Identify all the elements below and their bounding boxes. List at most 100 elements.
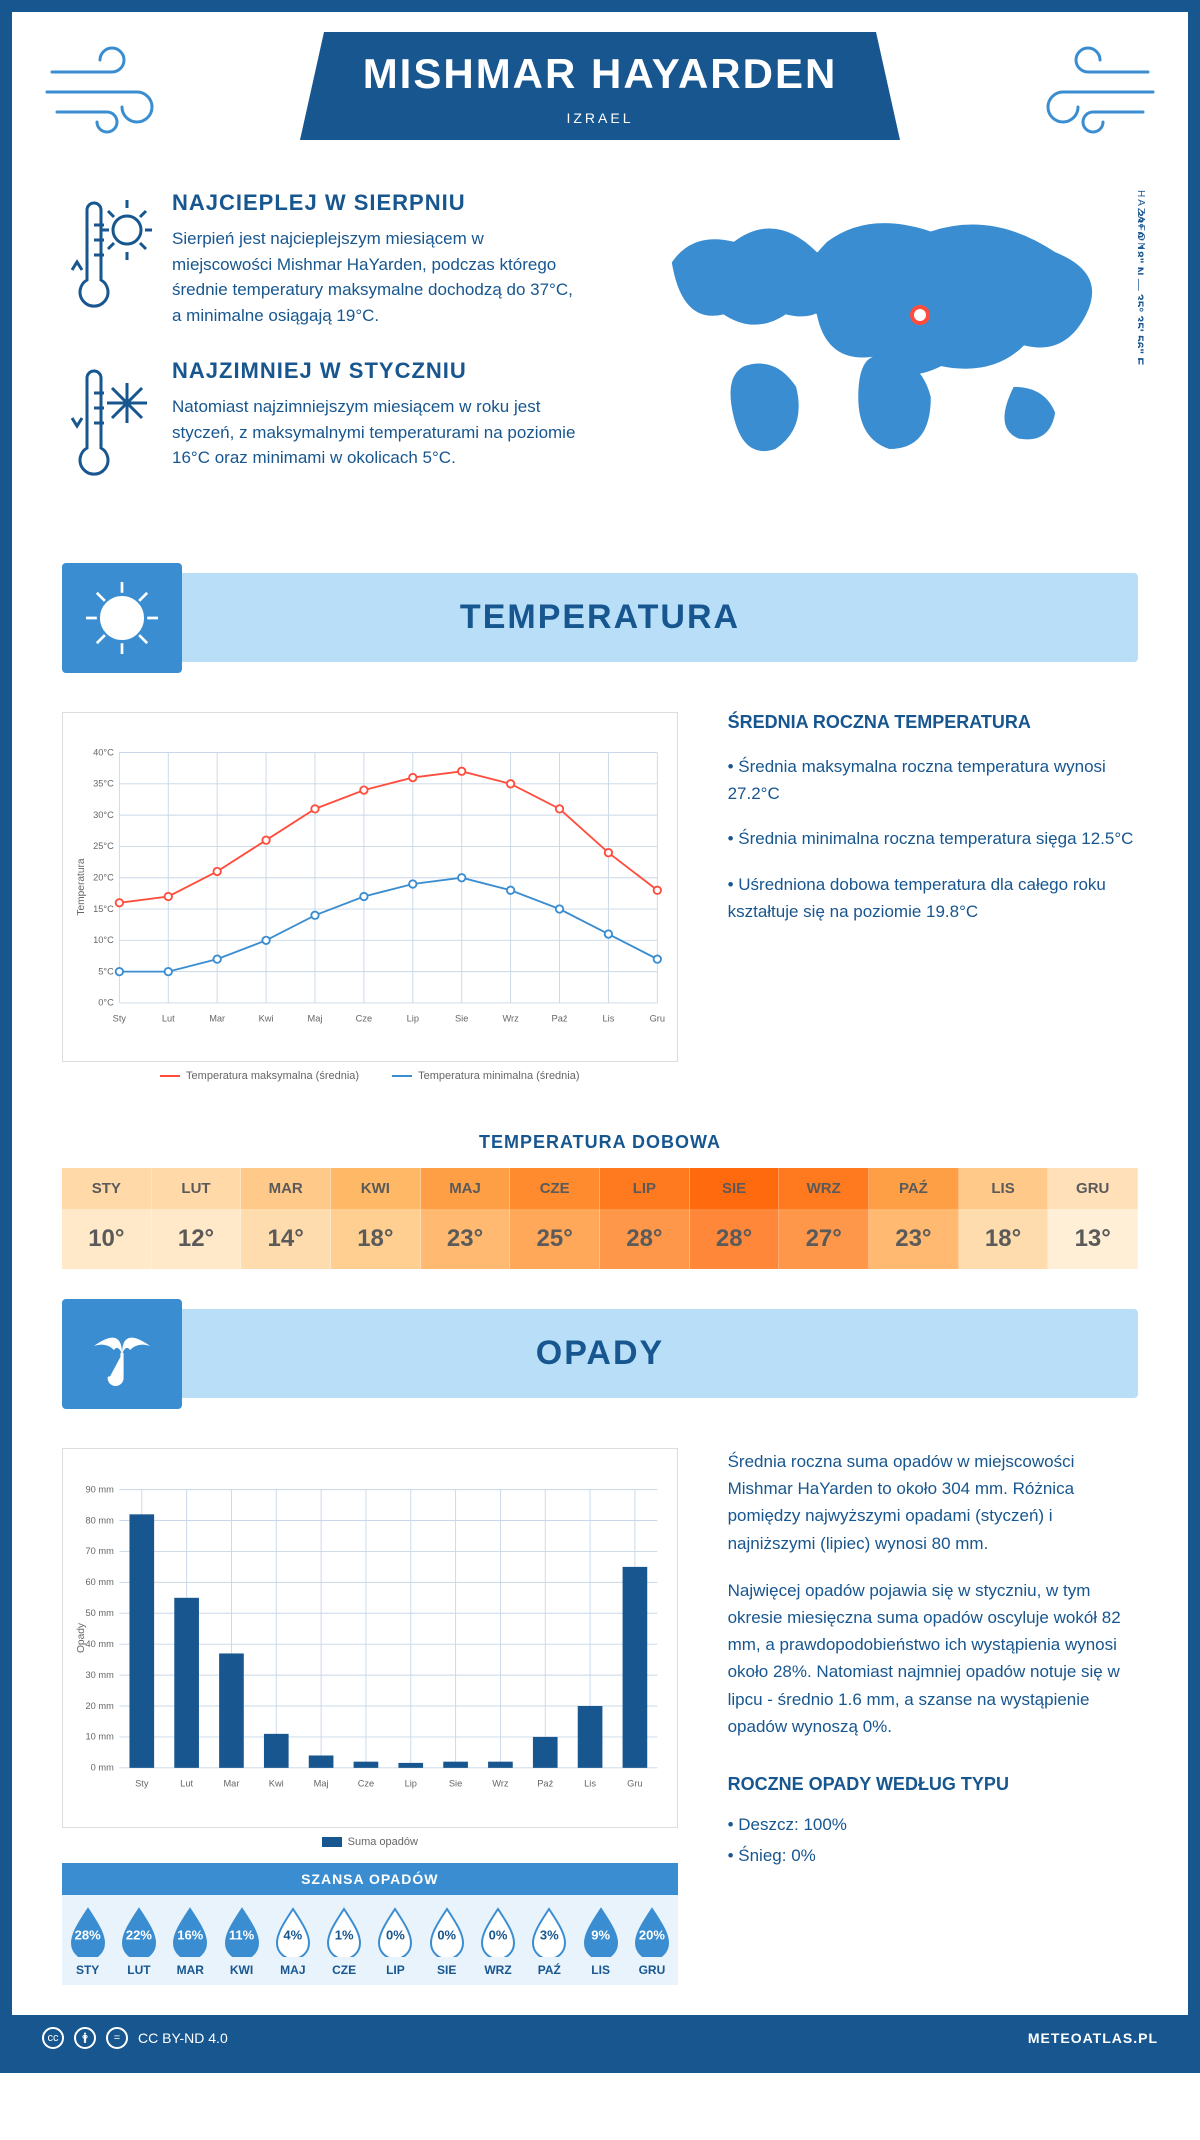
temperature-stats: ŚREDNIA ROCZNA TEMPERATURA • Średnia mak… xyxy=(728,712,1138,1082)
svg-text:0°C: 0°C xyxy=(98,998,114,1008)
daily-temp-cell: LIS18° xyxy=(959,1168,1049,1269)
chance-cell: 4% MAJ xyxy=(267,1907,318,1977)
world-map: HAZAFON 33° 0' 18" N — 35° 35' 56" E xyxy=(620,190,1138,523)
drop-icon: 22% xyxy=(119,1907,159,1957)
wind-icon xyxy=(1018,42,1158,142)
temperature-banner: TEMPERATURA xyxy=(62,573,1138,662)
chart-legend: Temperatura maksymalna (średnia) Tempera… xyxy=(62,1062,678,1082)
svg-text:Lis: Lis xyxy=(584,1778,596,1788)
svg-text:70 mm: 70 mm xyxy=(85,1546,114,1556)
svg-text:Wrz: Wrz xyxy=(502,1013,519,1023)
by-type-item: • Śnieg: 0% xyxy=(728,1842,1138,1869)
temperature-line-chart: 0°C5°C10°C15°C20°C25°C30°C35°C40°CStyLut… xyxy=(62,712,678,1062)
svg-text:Sty: Sty xyxy=(135,1778,149,1788)
svg-text:Mar: Mar xyxy=(223,1778,239,1788)
daily-temp-cell: MAR14° xyxy=(241,1168,331,1269)
wind-icon xyxy=(42,42,182,142)
svg-text:10°C: 10°C xyxy=(93,935,114,945)
svg-text:10 mm: 10 mm xyxy=(85,1732,114,1742)
chance-row: 28% STY 22% LUT 16% MAR 11% KWI 4% MAJ 1… xyxy=(62,1895,678,1985)
site-name: METEOATLAS.PL xyxy=(1028,2030,1158,2046)
chance-cell: 0% LIP xyxy=(370,1907,421,1977)
drop-icon: 16% xyxy=(170,1907,210,1957)
cc-icon: cc xyxy=(42,2027,64,2049)
precip-p1: Średnia roczna suma opadów w miejscowośc… xyxy=(728,1448,1138,1557)
hottest-block: NAJCIEPLEJ W SIERPNIU Sierpień jest najc… xyxy=(62,190,580,328)
stat-bullet: • Uśredniona dobowa temperatura dla całe… xyxy=(728,871,1138,925)
precip-p2: Najwięcej opadów pojawia się w styczniu,… xyxy=(728,1577,1138,1740)
map-marker-icon xyxy=(910,305,930,325)
by-icon: 🛉 xyxy=(74,2027,96,2049)
header: MISHMAR HAYARDEN IZRAEL xyxy=(12,12,1188,170)
svg-text:Kwi: Kwi xyxy=(259,1013,274,1023)
coldest-title: NAJZIMNIEJ W STYCZNIU xyxy=(172,358,580,384)
precip-banner: OPADY xyxy=(62,1309,1138,1398)
precip-text: Średnia roczna suma opadów w miejscowośc… xyxy=(728,1448,1138,1985)
by-type-title: ROCZNE OPADY WEDŁUG TYPU xyxy=(728,1770,1138,1799)
svg-text:Sie: Sie xyxy=(449,1778,462,1788)
daily-temp-cell: STY10° xyxy=(62,1168,152,1269)
svg-text:Kwi: Kwi xyxy=(269,1778,284,1788)
thermometer-sun-icon xyxy=(62,190,152,328)
daily-temp-cell: PAŹ23° xyxy=(869,1168,959,1269)
drop-icon: 0% xyxy=(427,1907,467,1957)
svg-text:50 mm: 50 mm xyxy=(85,1608,114,1618)
svg-text:80 mm: 80 mm xyxy=(85,1515,114,1525)
daily-temp-cell: MAJ23° xyxy=(421,1168,511,1269)
svg-text:30°C: 30°C xyxy=(93,810,114,820)
svg-text:Lut: Lut xyxy=(180,1778,193,1788)
svg-text:Paź: Paź xyxy=(537,1778,553,1788)
daily-temp-cell: LUT12° xyxy=(152,1168,242,1269)
drop-icon: 0% xyxy=(375,1907,415,1957)
svg-text:Lut: Lut xyxy=(162,1013,175,1023)
drop-icon: 20% xyxy=(632,1907,672,1957)
drop-icon: 9% xyxy=(581,1907,621,1957)
drop-icon: 28% xyxy=(68,1907,108,1957)
precip-title: OPADY xyxy=(62,1334,1138,1373)
svg-text:Mar: Mar xyxy=(209,1013,225,1023)
footer: cc 🛉 = CC BY-ND 4.0 METEOATLAS.PL xyxy=(12,2015,1188,2061)
svg-text:15°C: 15°C xyxy=(93,904,114,914)
precip-legend: Suma opadów xyxy=(62,1828,678,1848)
daily-temp-cell: LIP28° xyxy=(600,1168,690,1269)
svg-text:Maj: Maj xyxy=(308,1013,323,1023)
svg-text:30 mm: 30 mm xyxy=(85,1670,114,1680)
chance-cell: 0% SIE xyxy=(421,1907,472,1977)
thermometer-snow-icon xyxy=(62,358,152,493)
daily-temp-cell: SIE28° xyxy=(690,1168,780,1269)
chance-cell: 3% PAŹ xyxy=(524,1907,575,1977)
svg-text:Lip: Lip xyxy=(405,1778,417,1788)
by-type-item: • Deszcz: 100% xyxy=(728,1811,1138,1838)
daily-temp-cell: KWI18° xyxy=(331,1168,421,1269)
chance-cell: 20% GRU xyxy=(626,1907,677,1977)
daily-temp-title: TEMPERATURA DOBOWA xyxy=(12,1112,1188,1168)
svg-text:Opady: Opady xyxy=(76,1622,87,1653)
title-banner: MISHMAR HAYARDEN IZRAEL xyxy=(300,32,900,140)
svg-text:Cze: Cze xyxy=(356,1013,372,1023)
license-text: CC BY-ND 4.0 xyxy=(138,2030,228,2046)
umbrella-icon xyxy=(62,1299,182,1409)
chance-cell: 16% MAR xyxy=(165,1907,216,1977)
svg-text:Lis: Lis xyxy=(602,1013,614,1023)
precip-section: 0 mm10 mm20 mm30 mm40 mm50 mm60 mm70 mm8… xyxy=(12,1418,1188,2015)
svg-text:40 mm: 40 mm xyxy=(85,1639,114,1649)
hottest-text: Sierpień jest najcieplejszym miesiącem w… xyxy=(172,226,580,328)
svg-text:Paź: Paź xyxy=(552,1013,568,1023)
svg-text:60 mm: 60 mm xyxy=(85,1577,114,1587)
temperature-section: 0°C5°C10°C15°C20°C25°C30°C35°C40°CStyLut… xyxy=(12,682,1188,1112)
drop-icon: 3% xyxy=(529,1907,569,1957)
page-title: MISHMAR HAYARDEN xyxy=(360,50,840,98)
daily-temp-cell: WRZ27° xyxy=(779,1168,869,1269)
svg-text:Wrz: Wrz xyxy=(492,1778,509,1788)
svg-text:Lip: Lip xyxy=(407,1013,419,1023)
svg-text:40°C: 40°C xyxy=(93,747,114,757)
page-subtitle: IZRAEL xyxy=(360,110,840,126)
svg-text:Sie: Sie xyxy=(455,1013,468,1023)
hottest-title: NAJCIEPLEJ W SIERPNIU xyxy=(172,190,580,216)
chance-cell: 1% CZE xyxy=(318,1907,369,1977)
chance-cell: 22% LUT xyxy=(113,1907,164,1977)
daily-temp-cell: GRU13° xyxy=(1048,1168,1138,1269)
coldest-block: NAJZIMNIEJ W STYCZNIU Natomiast najzimni… xyxy=(62,358,580,493)
temperature-title: TEMPERATURA xyxy=(62,598,1138,637)
stat-bullet: • Średnia minimalna roczna temperatura s… xyxy=(728,825,1138,852)
